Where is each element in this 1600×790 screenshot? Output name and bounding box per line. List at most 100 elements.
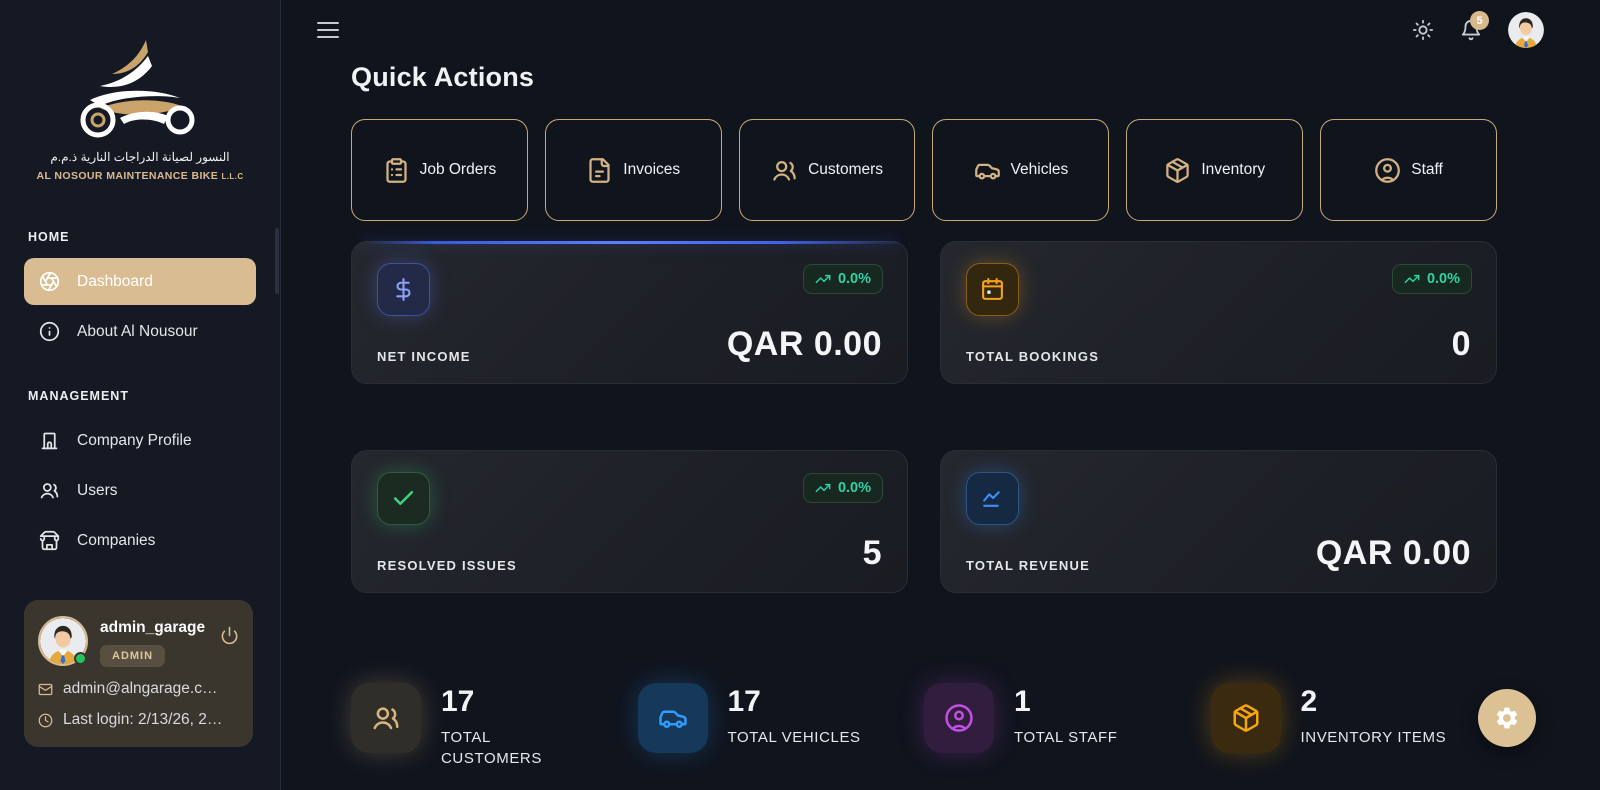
mini-stat-total-vehicles: 17 TOTAL VEHICLES (637, 683, 925, 769)
aperture-icon (39, 271, 60, 292)
user-email: admin@alngarage.c… (63, 680, 218, 697)
sidebar-item-label: Dashboard (77, 272, 153, 290)
stats-grid: 0.0% NET INCOME QAR 0.00 0.0% (351, 241, 1497, 593)
sidebar-item-users[interactable]: Users (24, 467, 256, 514)
quick-action-label: Job Orders (419, 161, 497, 178)
file-text-icon (589, 157, 610, 183)
stat-value: 5 (862, 534, 882, 572)
change-badge: 0.0% (1391, 264, 1472, 294)
change-badge: 0.0% (802, 264, 883, 294)
mini-stat-label: INVENTORY ITEMS (1300, 729, 1447, 746)
profile-avatar-button[interactable] (1508, 12, 1544, 48)
clock-icon (38, 713, 53, 727)
check-icon (377, 472, 430, 525)
user-profile-card: admin_garage ADMIN admin@alngarage.c… La… (24, 600, 253, 747)
trending-up-icon (815, 274, 831, 284)
sidebar-item-companies[interactable]: Companies (24, 517, 256, 564)
topbar: 5 (281, 0, 1600, 60)
sidebar-item-about[interactable]: About Al Nousour (24, 308, 256, 355)
sidebar-item-label: About Al Nousour (77, 322, 198, 340)
menu-toggle-button[interactable] (317, 22, 339, 38)
stat-label: NET INCOME (377, 349, 471, 364)
main-content: 5 Quick Actions Job Orde (281, 0, 1600, 790)
sidebar-item-dashboard[interactable]: Dashboard (24, 258, 256, 305)
quick-action-label: Customers (808, 161, 884, 178)
logout-button[interactable] (220, 626, 239, 645)
mini-stat-inventory-items: 2 INVENTORY ITEMS (1210, 683, 1498, 769)
brand-name: AL NOSOUR MAINTENANCE BIKE L.L.C (36, 170, 244, 182)
stat-label: TOTAL REVENUE (966, 558, 1090, 573)
users-icon (40, 483, 59, 499)
stat-label: TOTAL BOOKINGS (966, 349, 1100, 364)
sidebar: النسور لصيانة الدراجات النارية ذ.م.م AL … (0, 0, 281, 790)
trending-up-icon (1404, 274, 1420, 284)
chart-line-icon (966, 472, 1019, 525)
sun-icon (1412, 19, 1434, 41)
gear-icon (1496, 707, 1518, 729)
change-badge: 0.0% (802, 473, 883, 503)
quick-action-customers[interactable]: Customers (738, 119, 916, 221)
package-icon (1210, 683, 1281, 753)
theme-toggle-button[interactable] (1412, 19, 1434, 41)
nav-section-home: HOME (28, 230, 70, 244)
quick-action-label: Vehicles (1010, 161, 1069, 178)
quick-action-label: Inventory (1201, 161, 1266, 178)
mini-stat-label: TOTAL VEHICLES (727, 729, 861, 746)
package-icon (1166, 157, 1190, 183)
stat-card-total-bookings: 0.0% TOTAL BOOKINGS 0 (940, 241, 1497, 384)
stat-card-total-revenue: TOTAL REVENUE QAR 0.00 (940, 450, 1497, 593)
dollar-icon (377, 263, 430, 316)
user-name: admin_garage (100, 619, 206, 636)
quick-action-invoices[interactable]: Invoices (544, 119, 722, 221)
quick-action-label: Invoices (623, 161, 681, 178)
mini-stat-label: TOTAL CUSTOMERS (441, 729, 542, 767)
brand-motorcycle-wings-logo (80, 40, 195, 138)
mini-stat-total-staff: 1 TOTAL STAFF (924, 683, 1211, 769)
avatar (38, 616, 88, 666)
stat-value: 0 (1451, 325, 1471, 363)
online-status-dot (74, 652, 87, 665)
quick-action-staff[interactable]: Staff (1320, 119, 1497, 221)
mail-icon (38, 683, 53, 695)
calendar-icon (966, 263, 1019, 316)
sidebar-nav: HOME Dashboard About Al Nousour MANAGEME… (0, 230, 280, 564)
last-login-row: Last login: 2/13/26, 2… (38, 711, 239, 729)
stat-card-resolved-issues: 0.0% RESOLVED ISSUES 5 (351, 450, 908, 593)
storefront-icon (39, 530, 60, 551)
car-icon (637, 683, 708, 753)
mini-stat-total-customers: 17 TOTAL CUSTOMERS (351, 683, 638, 769)
stat-label: RESOLVED ISSUES (377, 558, 517, 573)
info-icon (39, 321, 60, 342)
sidebar-item-company-profile[interactable]: Company Profile (24, 417, 256, 464)
stat-card-net-income: 0.0% NET INCOME QAR 0.00 (351, 241, 908, 384)
page-title: Quick Actions (351, 62, 535, 92)
user-circle-icon (1375, 157, 1401, 183)
quick-action-label: Staff (1411, 161, 1443, 178)
sidebar-item-label: Company Profile (77, 431, 192, 449)
car-icon (974, 163, 1000, 179)
mini-stat-label: TOTAL STAFF (1014, 729, 1118, 746)
user-circle-icon (924, 683, 994, 753)
brand-logo-block: النسور لصيانة الدراجات النارية ذ.م.م AL … (0, 38, 280, 182)
mini-stat-value: 17 (441, 685, 475, 718)
quick-action-job-orders[interactable]: Job Orders (351, 119, 528, 221)
notifications-button[interactable]: 5 (1460, 11, 1489, 41)
nav-section-management: MANAGEMENT (28, 389, 129, 403)
role-badge: ADMIN (100, 645, 166, 667)
stat-value: QAR 0.00 (726, 325, 882, 363)
users-icon (351, 683, 421, 753)
clipboard-list-icon (385, 157, 407, 183)
quick-action-vehicles[interactable]: Vehicles (932, 119, 1110, 221)
sidebar-item-label: Users (77, 481, 118, 499)
building-icon (41, 432, 58, 450)
settings-fab-button[interactable] (1478, 689, 1536, 747)
sidebar-item-label: Companies (77, 531, 156, 549)
users-icon (773, 160, 796, 181)
last-login: Last login: 2/13/26, 2… (63, 711, 223, 728)
quick-action-inventory[interactable]: Inventory (1126, 119, 1304, 221)
trending-up-icon (815, 483, 831, 493)
sidebar-scrollbar[interactable] (275, 228, 279, 294)
power-icon (221, 626, 238, 645)
mini-stat-value: 17 (727, 685, 761, 718)
avatar (1508, 12, 1544, 48)
